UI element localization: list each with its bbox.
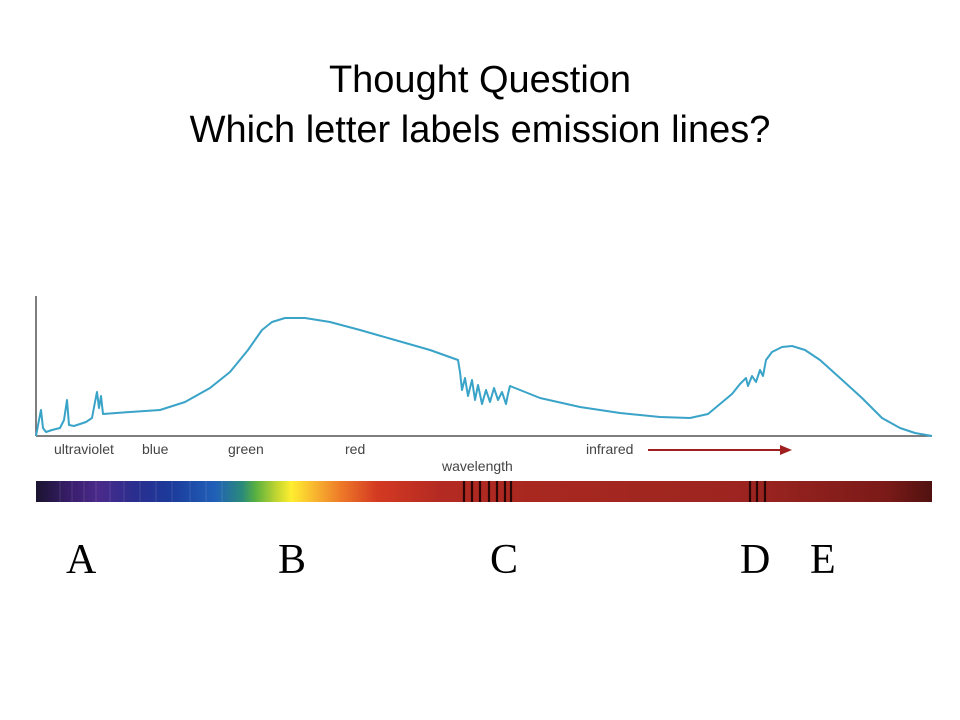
spectrum-bar xyxy=(36,481,932,502)
band-label-blue: blue xyxy=(142,441,169,457)
slide-title-line-1: Thought Question xyxy=(328,59,632,101)
option-letter-a: A xyxy=(66,537,97,583)
option-letter-e: E xyxy=(810,537,836,583)
band-label-ultraviolet: ultraviolet xyxy=(54,441,114,457)
option-letter-c: C xyxy=(490,537,519,583)
slide-title-line-2: Which letter labels emission lines? xyxy=(189,109,771,151)
absorption-lines-d xyxy=(748,481,767,502)
band-label-red: red xyxy=(345,441,366,457)
spectrum-curve xyxy=(35,317,933,437)
option-letter-d: D xyxy=(740,537,771,583)
band-label-infrared: infrared xyxy=(586,441,634,457)
absorption-lines-c xyxy=(462,481,513,502)
spectrum-bar-texture xyxy=(59,481,223,502)
band-label-green: green xyxy=(228,441,264,457)
wavelength-axis-label: wavelength xyxy=(442,458,513,474)
infrared-arrow-head xyxy=(780,445,792,455)
option-letter-b: B xyxy=(278,537,307,583)
